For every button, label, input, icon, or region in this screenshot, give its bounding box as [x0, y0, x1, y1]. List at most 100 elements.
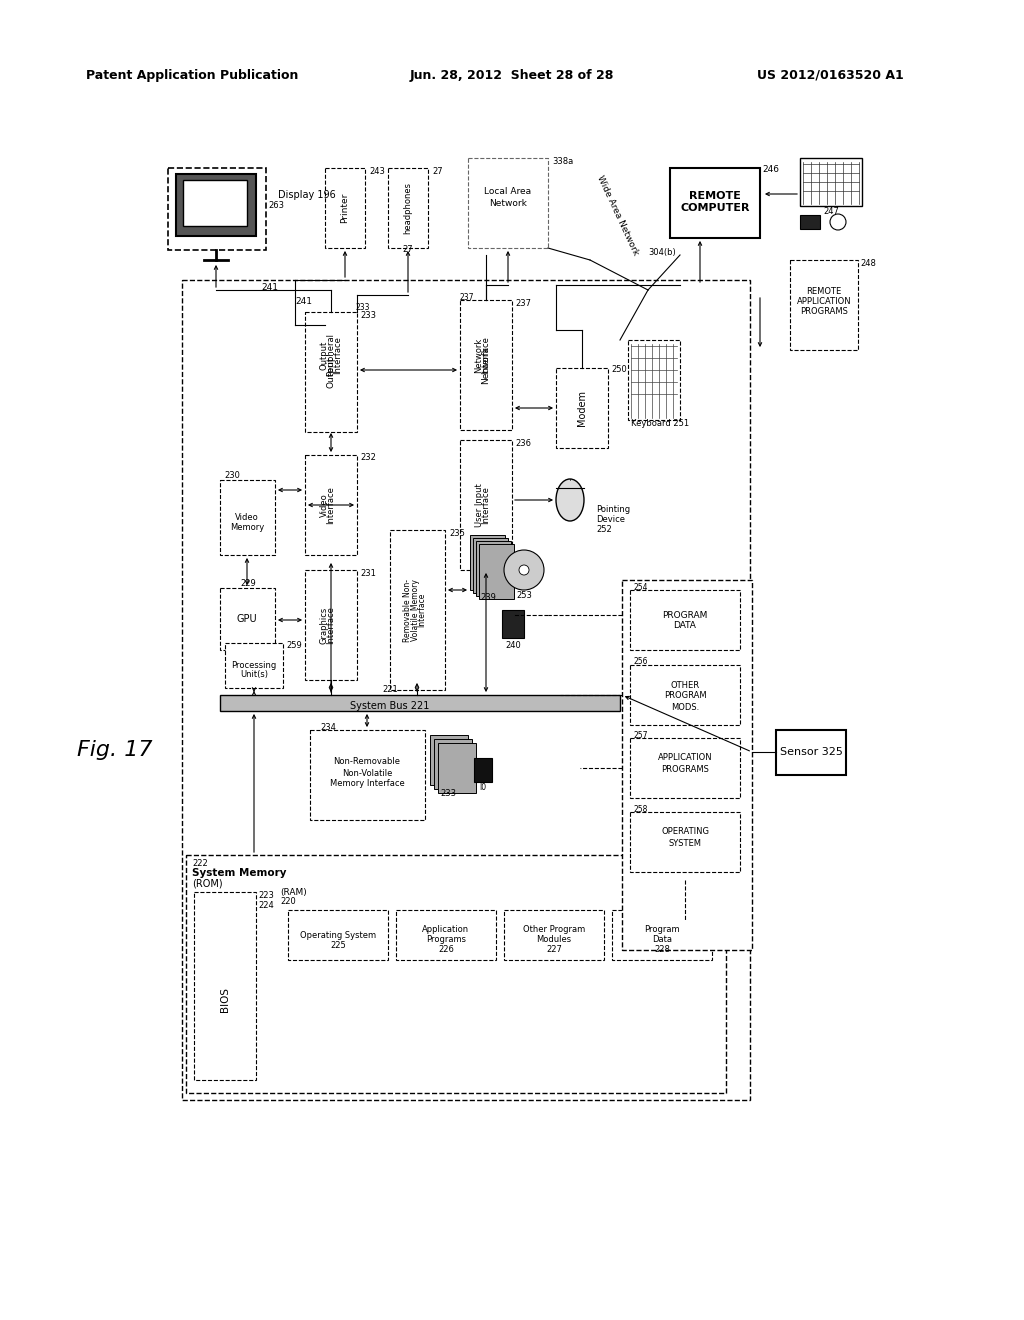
Text: PROGRAM: PROGRAM: [663, 610, 708, 619]
Text: 228: 228: [654, 945, 670, 954]
Text: Printer: Printer: [341, 193, 349, 223]
Text: Network: Network: [474, 338, 483, 372]
Text: l0: l0: [479, 784, 486, 792]
Bar: [305, 312, 357, 432]
Text: Jun. 28, 2012  Sheet 28 of 28: Jun. 28, 2012 Sheet 28 of 28: [410, 69, 614, 82]
Text: Patent Application Publication: Patent Application Publication: [86, 69, 298, 82]
Text: 250: 250: [611, 366, 627, 375]
Text: 235: 235: [449, 528, 465, 537]
Bar: [468, 158, 548, 248]
Text: Peripheral: Peripheral: [327, 334, 336, 376]
Text: headphones: headphones: [403, 182, 413, 234]
Bar: [630, 665, 740, 725]
Text: Programs: Programs: [426, 936, 466, 945]
Text: 252: 252: [596, 525, 611, 535]
Text: Network: Network: [481, 346, 490, 384]
Text: PROGRAMS: PROGRAMS: [800, 308, 848, 317]
Text: Memory: Memory: [229, 523, 264, 532]
Text: Output: Output: [327, 356, 336, 388]
Text: Processing: Processing: [231, 660, 276, 669]
Text: 229: 229: [240, 578, 256, 587]
Bar: [225, 643, 283, 688]
Text: Sensor 325: Sensor 325: [779, 747, 843, 756]
Bar: [790, 260, 858, 350]
Text: Non-Volatile: Non-Volatile: [342, 768, 392, 777]
Text: 246: 246: [762, 165, 779, 174]
Bar: [470, 535, 505, 590]
Text: 248: 248: [860, 260, 876, 268]
Text: Device: Device: [596, 516, 625, 524]
Text: 221: 221: [382, 685, 398, 694]
Text: Operating System: Operating System: [300, 931, 376, 940]
Text: 259: 259: [286, 640, 302, 649]
Text: OPERATING: OPERATING: [662, 828, 709, 837]
Bar: [476, 541, 511, 597]
Text: COMPUTER: COMPUTER: [680, 203, 750, 213]
Text: 256: 256: [634, 657, 648, 667]
Text: 234: 234: [319, 722, 336, 731]
Text: REMOTE: REMOTE: [689, 191, 741, 201]
Bar: [479, 544, 514, 599]
Text: MODS.: MODS.: [671, 702, 699, 711]
Bar: [310, 730, 425, 820]
Text: Interface: Interface: [418, 593, 427, 627]
Text: 263: 263: [268, 202, 284, 210]
Bar: [388, 168, 428, 248]
Text: 231: 231: [360, 569, 376, 578]
Circle shape: [830, 214, 846, 230]
Text: Pointing: Pointing: [596, 506, 630, 515]
Bar: [305, 570, 357, 680]
Bar: [630, 812, 740, 873]
Bar: [288, 909, 388, 960]
Text: Video: Video: [236, 512, 259, 521]
Text: 240: 240: [505, 640, 521, 649]
Text: 230: 230: [224, 471, 240, 480]
Text: Modules: Modules: [537, 936, 571, 945]
Text: Data: Data: [652, 936, 672, 945]
Text: System Memory: System Memory: [193, 869, 287, 878]
Text: Wide Area Network: Wide Area Network: [596, 174, 640, 256]
Text: APPLICATION: APPLICATION: [657, 754, 713, 763]
Bar: [630, 738, 740, 799]
Bar: [622, 579, 752, 950]
Ellipse shape: [556, 479, 584, 521]
Text: Unit(s): Unit(s): [240, 669, 268, 678]
Bar: [776, 730, 846, 775]
Text: 237: 237: [515, 298, 531, 308]
Text: PROGRAM: PROGRAM: [664, 692, 707, 701]
Text: 257: 257: [634, 730, 648, 739]
Text: Local Area: Local Area: [484, 187, 531, 197]
Text: Interface: Interface: [481, 486, 490, 524]
Bar: [434, 739, 472, 789]
Bar: [612, 909, 712, 960]
Bar: [176, 174, 256, 236]
Text: Other Program: Other Program: [523, 925, 585, 935]
Bar: [396, 909, 496, 960]
Bar: [220, 587, 275, 649]
Text: System Bus 221: System Bus 221: [350, 701, 430, 711]
Bar: [800, 158, 862, 206]
Text: 241: 241: [261, 284, 279, 293]
Text: 226: 226: [438, 945, 454, 954]
Text: Graphics: Graphics: [319, 606, 329, 644]
Text: 241: 241: [295, 297, 312, 306]
Text: 254: 254: [634, 582, 648, 591]
Text: Interface: Interface: [334, 337, 342, 374]
Text: 253: 253: [516, 590, 531, 599]
Bar: [325, 168, 365, 248]
Text: 258: 258: [634, 804, 648, 813]
Bar: [474, 758, 492, 781]
Text: Video: Video: [319, 494, 329, 517]
Bar: [670, 168, 760, 238]
Text: Modem: Modem: [577, 389, 587, 426]
Text: 222: 222: [193, 858, 208, 867]
Text: (ROM): (ROM): [193, 879, 222, 888]
Text: 27: 27: [402, 246, 414, 255]
Bar: [430, 735, 468, 785]
Text: Interface: Interface: [327, 486, 336, 524]
Bar: [504, 909, 604, 960]
Text: SYSTEM: SYSTEM: [669, 838, 701, 847]
Text: 304(b): 304(b): [648, 248, 676, 256]
Bar: [630, 590, 740, 649]
Text: 224: 224: [258, 902, 273, 911]
